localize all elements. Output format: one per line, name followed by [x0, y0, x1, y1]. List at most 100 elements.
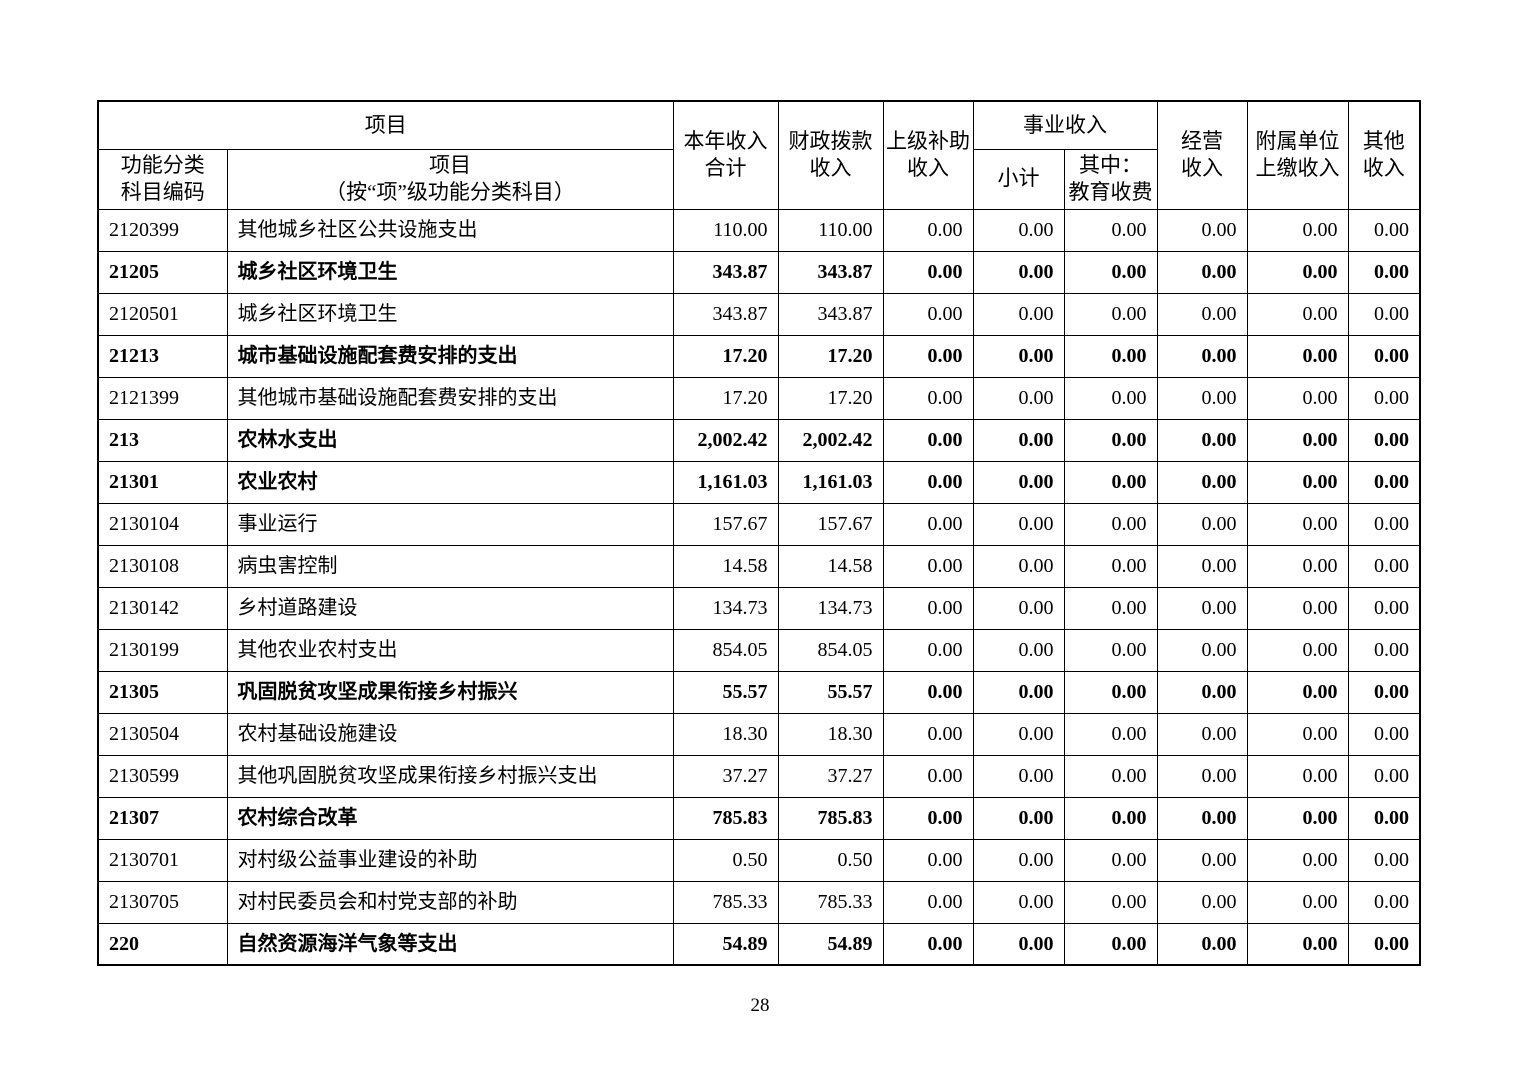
cell-value: 0.00: [882, 712, 974, 756]
cell-value: 0.00: [1156, 670, 1248, 714]
cell-code: 21307: [97, 796, 228, 840]
cell-value: 0.00: [972, 292, 1065, 336]
table-row: 2130108 病虫害控制 14.58 14.58 0.00 0.00 0.00…: [97, 544, 1421, 588]
cell-value: 37.27: [777, 754, 884, 798]
cell-value: 0.00: [882, 376, 974, 420]
cell-name: 巩固脱贫攻坚成果衔接乡村振兴: [226, 670, 674, 714]
cell-value: 134.73: [672, 586, 779, 630]
cell-value: 0.00: [882, 460, 974, 504]
cell-value: 0.00: [972, 250, 1065, 294]
cell-value: 343.87: [777, 292, 884, 336]
cell-name: 农村基础设施建设: [226, 712, 674, 756]
cell-value: 0.00: [1063, 208, 1158, 252]
cell-value: 0.00: [1246, 544, 1349, 588]
cell-code: 2121399: [97, 376, 228, 420]
header-operating-income: 经营 收入: [1156, 100, 1248, 210]
cell-value: 0.00: [1246, 292, 1349, 336]
cell-code: 2130142: [97, 586, 228, 630]
cell-value: 0.00: [1347, 502, 1421, 546]
table-row: 2130142 乡村道路建设 134.73 134.73 0.00 0.00 0…: [97, 586, 1421, 630]
cell-value: 0.00: [972, 838, 1065, 882]
cell-value: 0.00: [1347, 208, 1421, 252]
cell-value: 2,002.42: [672, 418, 779, 462]
cell-value: 14.58: [777, 544, 884, 588]
cell-value: 0.00: [1156, 376, 1248, 420]
cell-value: 0.00: [1156, 628, 1248, 672]
cell-value: 0.00: [1156, 796, 1248, 840]
cell-value: 0.00: [1063, 544, 1158, 588]
cell-value: 343.87: [777, 250, 884, 294]
cell-value: 0.00: [1246, 796, 1349, 840]
cell-value: 0.00: [882, 208, 974, 252]
table-row: 21301 农业农村 1,161.03 1,161.03 0.00 0.00 0…: [97, 460, 1421, 504]
cell-value: 0.00: [1063, 586, 1158, 630]
cell-value: 110.00: [777, 208, 884, 252]
cell-value: 0.00: [1156, 292, 1248, 336]
cell-value: 17.20: [672, 334, 779, 378]
cell-value: 0.00: [1063, 334, 1158, 378]
cell-value: 2,002.42: [777, 418, 884, 462]
cell-value: 0.00: [1063, 712, 1158, 756]
cell-value: 0.00: [1347, 838, 1421, 882]
cell-code: 2120399: [97, 208, 228, 252]
cell-value: 0.00: [1063, 838, 1158, 882]
cell-value: 0.00: [1246, 418, 1349, 462]
cell-value: 0.00: [1246, 628, 1349, 672]
cell-value: 0.00: [1246, 502, 1349, 546]
cell-value: 0.00: [1347, 754, 1421, 798]
cell-value: 17.20: [777, 334, 884, 378]
cell-name: 乡村道路建设: [226, 586, 674, 630]
cell-value: 0.00: [972, 544, 1065, 588]
cell-value: 0.00: [1156, 712, 1248, 756]
table-row: 2130599 其他巩固脱贫攻坚成果衔接乡村振兴支出 37.27 37.27 0…: [97, 754, 1421, 798]
cell-value: 0.00: [1347, 460, 1421, 504]
cell-value: 0.00: [882, 880, 974, 924]
cell-name: 自然资源海洋气象等支出: [226, 922, 674, 966]
cell-value: 0.00: [882, 418, 974, 462]
cell-value: 0.00: [1246, 208, 1349, 252]
header-business-subtotal: 小计: [972, 148, 1065, 210]
cell-value: 0.00: [1347, 250, 1421, 294]
cell-value: 0.00: [1347, 796, 1421, 840]
table-row: 2121399 其他城市基础设施配套费安排的支出 17.20 17.20 0.0…: [97, 376, 1421, 420]
cell-value: 0.00: [972, 796, 1065, 840]
cell-value: 17.20: [672, 376, 779, 420]
cell-value: 18.30: [777, 712, 884, 756]
cell-value: 17.20: [777, 376, 884, 420]
cell-value: 0.50: [672, 838, 779, 882]
header-project-item: 项目 （按“项”级功能分类科目）: [226, 148, 674, 210]
income-breakdown-table: 项目 本年收入 合计 财政拨款 收入 上级补助 收入 事业收入 经营 收入 附属…: [97, 100, 1421, 966]
table-row: 220 自然资源海洋气象等支出 54.89 54.89 0.00 0.00 0.…: [97, 922, 1421, 966]
cell-value: 0.00: [1347, 670, 1421, 714]
cell-value: 0.00: [1063, 670, 1158, 714]
cell-code: 2130599: [97, 754, 228, 798]
cell-value: 0.00: [1156, 544, 1248, 588]
cell-value: 0.00: [1246, 586, 1349, 630]
cell-name: 城乡社区环境卫生: [226, 250, 674, 294]
cell-code: 2130108: [97, 544, 228, 588]
cell-code: 2120501: [97, 292, 228, 336]
cell-name: 城乡社区环境卫生: [226, 292, 674, 336]
table-body: 2120399 其他城乡社区公共设施支出 110.00 110.00 0.00 …: [97, 208, 1421, 966]
cell-value: 0.00: [972, 922, 1065, 966]
cell-value: 785.33: [777, 880, 884, 924]
cell-value: 0.00: [1347, 880, 1421, 924]
cell-value: 0.00: [1246, 250, 1349, 294]
header-education-fees: 其中： 教育收费: [1063, 148, 1158, 210]
cell-value: 55.57: [777, 670, 884, 714]
cell-value: 0.00: [972, 670, 1065, 714]
cell-value: 0.00: [882, 628, 974, 672]
cell-code: 21213: [97, 334, 228, 378]
cell-value: 0.00: [1246, 376, 1349, 420]
cell-value: 343.87: [672, 292, 779, 336]
cell-value: 0.00: [882, 544, 974, 588]
cell-value: 854.05: [672, 628, 779, 672]
cell-code: 213: [97, 418, 228, 462]
header-affiliated-remittance: 附属单位 上缴收入: [1246, 100, 1349, 210]
cell-value: 0.00: [1156, 754, 1248, 798]
cell-value: 54.89: [672, 922, 779, 966]
table-row: 2130504 农村基础设施建设 18.30 18.30 0.00 0.00 0…: [97, 712, 1421, 756]
cell-value: 54.89: [777, 922, 884, 966]
cell-value: 0.00: [972, 376, 1065, 420]
